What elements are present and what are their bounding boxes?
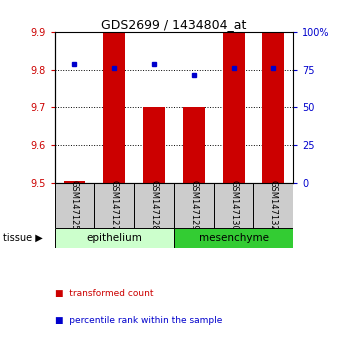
Bar [223, 32, 244, 183]
Bar [94, 183, 134, 228]
Text: epithelium: epithelium [86, 233, 142, 243]
Text: ■  percentile rank within the sample: ■ percentile rank within the sample [55, 316, 222, 325]
Bar [63, 181, 85, 183]
Text: GSM147128: GSM147128 [149, 180, 159, 231]
Text: GSM147129: GSM147129 [189, 180, 198, 231]
Bar [253, 183, 293, 228]
Bar [183, 107, 205, 183]
Text: ■  transformed count: ■ transformed count [55, 289, 153, 298]
Bar [214, 183, 253, 228]
Text: GSM147127: GSM147127 [110, 180, 119, 231]
Text: mesenchyme: mesenchyme [198, 233, 269, 243]
Bar [143, 107, 165, 183]
Bar [55, 228, 174, 248]
Text: tissue ▶: tissue ▶ [3, 233, 43, 243]
Title: GDS2699 / 1434804_at: GDS2699 / 1434804_at [101, 18, 247, 31]
Bar [103, 32, 125, 183]
Bar [134, 183, 174, 228]
Bar [174, 228, 293, 248]
Bar [55, 183, 94, 228]
Text: GSM147130: GSM147130 [229, 180, 238, 231]
Text: GSM147125: GSM147125 [70, 180, 79, 231]
Bar [174, 183, 214, 228]
Text: GSM147132: GSM147132 [269, 180, 278, 231]
Bar [263, 32, 284, 183]
